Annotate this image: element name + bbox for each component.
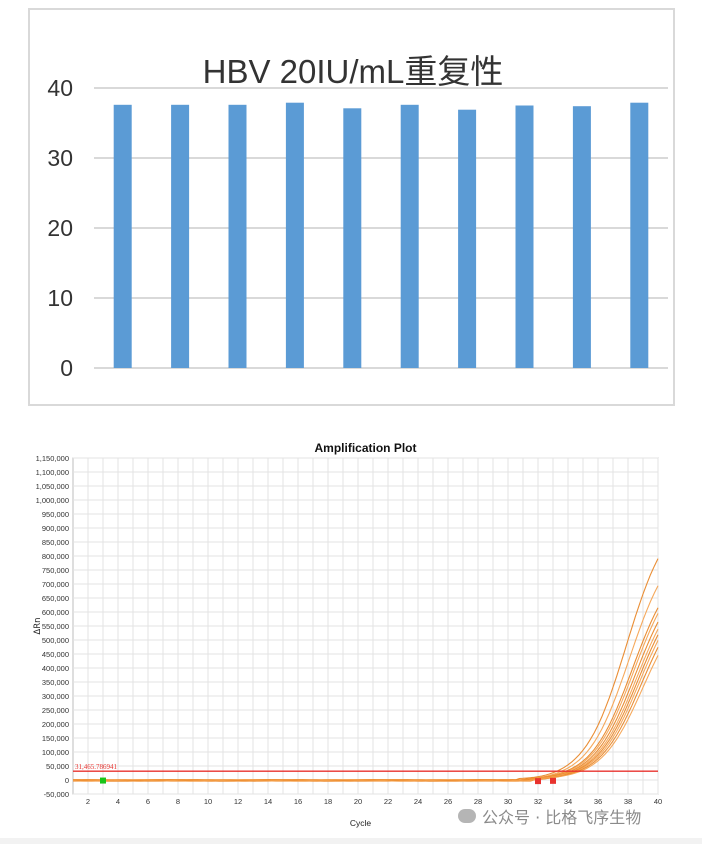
y-tick-label: 750,000 [42,566,69,575]
repeatability-bar-chart-panel: 0 10 20 30 40 HBV 20IU/mL重复性 [28,8,675,406]
x-axis-label: Cycle [350,818,372,828]
plot-title: Amplification Plot [315,441,417,455]
x-tick-label: 14 [264,797,272,806]
x-tick-label: 18 [324,797,332,806]
wechat-icon [458,809,476,823]
y-tick-label: 450,000 [42,650,69,659]
y-tick-label: 50,000 [46,762,69,771]
y-tick-label: 40 [47,75,73,101]
y-tick-label: 600,000 [42,608,69,617]
y-tick-label: 650,000 [42,594,69,603]
bar [343,108,362,369]
x-tick-label: 32 [534,797,542,806]
bar [400,104,419,369]
threshold-label: 31,465.786941 [75,763,118,771]
baseline-marker [100,777,106,784]
y-tick-label: 0 [65,776,69,785]
y-tick-label: 850,000 [42,538,69,547]
x-tick-label: 30 [504,797,512,806]
y-tick-label: 250,000 [42,706,69,715]
y-tick-label: -50,000 [44,790,69,799]
bar [228,104,247,369]
y-axis-label: ΔRn [33,617,43,634]
y-tick-label: 150,000 [42,734,69,743]
x-tick-label: 24 [414,797,422,806]
x-tick-label: 10 [204,797,212,806]
x-tick-label: 8 [176,797,180,806]
y-tick-label: 10 [47,285,73,311]
baseline-marker [535,778,541,785]
y-tick-label: 800,000 [42,552,69,561]
y-tick-label: 0 [60,355,73,381]
x-tick-label: 38 [624,797,632,806]
bottom-strip [0,838,702,844]
x-tick-label: 2 [86,797,90,806]
bar [113,104,132,369]
watermark-text: 公众号 · 比格飞序生物 [482,808,642,827]
baseline-marker [550,777,556,784]
x-tick-label: 12 [234,797,242,806]
y-tick-label: 350,000 [42,678,69,687]
y-tick-label: 950,000 [42,510,69,519]
bar [458,109,477,368]
y-tick-label: 200,000 [42,720,69,729]
y-tick-label: 30 [47,145,73,171]
bar [572,106,591,368]
x-tick-label: 28 [474,797,482,806]
x-tick-label: 34 [564,797,572,806]
y-tick-label: 550,000 [42,622,69,631]
x-tick-label: 40 [654,797,662,806]
amplification-curve [72,655,659,782]
x-tick-label: 26 [444,797,452,806]
bar [515,105,534,368]
bar [285,102,304,368]
y-tick-label: 500,000 [42,636,69,645]
x-tick-label: 16 [294,797,302,806]
bar [630,102,649,368]
x-tick-label: 6 [146,797,150,806]
amplification-plot: -50,000 0 50,000 100,000 150,000 200,000 250,0… [33,441,662,828]
watermark: 公众号 · 比格飞序生物 [458,804,641,828]
y-tick-label: 20 [47,215,73,241]
bar-chart: 0 10 20 30 40 HBV 20IU/mL重复性 [47,53,668,381]
x-tick-label: 36 [594,797,602,806]
y-tick-label: 1,150,000 [36,454,69,463]
y-tick-label: 1,050,000 [36,482,69,491]
y-tick-label: 300,000 [42,692,69,701]
y-tick-label: 400,000 [42,664,69,673]
y-tick-label: 100,000 [42,748,69,757]
x-tick-label: 22 [384,797,392,806]
y-tick-label: 700,000 [42,580,69,589]
chart-title: HBV 20IU/mL重复性 [203,53,504,90]
y-tick-label: 1,100,000 [36,468,69,477]
x-tick-label: 4 [116,797,120,806]
y-tick-label: 1,000,000 [36,496,69,505]
y-tick-label: 900,000 [42,524,69,533]
x-tick-label: 20 [354,797,362,806]
bar [171,104,190,369]
amplification-plot-panel: -50,000 0 50,000 100,000 150,000 200,000 250,0… [0,430,702,840]
